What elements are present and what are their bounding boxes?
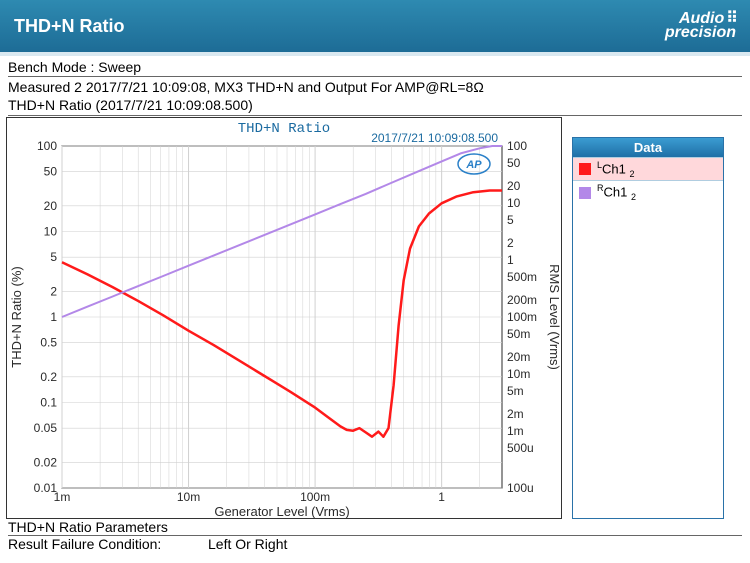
svg-text:20m: 20m	[507, 349, 530, 363]
svg-text:RMS Level (Vrms): RMS Level (Vrms)	[547, 264, 561, 370]
svg-text:0.01: 0.01	[34, 481, 58, 495]
svg-text:200m: 200m	[507, 292, 537, 306]
svg-text:1: 1	[50, 310, 57, 324]
svg-text:AP: AP	[465, 159, 482, 171]
legend-title: Data	[573, 138, 723, 157]
svg-text:500u: 500u	[507, 441, 534, 455]
svg-text:500m: 500m	[507, 270, 537, 284]
legend-swatch	[579, 163, 591, 175]
legend-item[interactable]: LCh1 2	[573, 157, 723, 181]
svg-text:50: 50	[507, 156, 521, 170]
meta-block: Bench Mode : Sweep Measured 2 2017/7/21 …	[0, 56, 750, 116]
svg-text:100m: 100m	[507, 310, 537, 324]
svg-text:1: 1	[507, 253, 514, 267]
svg-text:100m: 100m	[300, 490, 330, 504]
legend-label: LCh1 2	[597, 160, 635, 179]
legend-item[interactable]: RCh1 2	[573, 180, 723, 204]
legend-label: RCh1 2	[597, 183, 636, 202]
svg-text:100: 100	[37, 139, 57, 153]
svg-text:50: 50	[44, 164, 58, 178]
svg-text:2: 2	[507, 235, 514, 249]
svg-text:5m: 5m	[507, 384, 524, 398]
svg-text:10m: 10m	[177, 490, 200, 504]
failure-cond-label: Result Failure Condition:	[8, 536, 208, 552]
thd-chart: THD+N Ratio2017/7/21 10:09:08.5001m10m10…	[7, 118, 561, 518]
svg-text:1: 1	[438, 490, 445, 504]
svg-text:10m: 10m	[507, 367, 530, 381]
svg-text:2m: 2m	[507, 406, 524, 420]
svg-text:2017/7/21 10:09:08.500: 2017/7/21 10:09:08.500	[371, 131, 498, 145]
svg-text:0.02: 0.02	[34, 455, 58, 469]
svg-text:0.5: 0.5	[40, 335, 57, 349]
svg-text:0.1: 0.1	[40, 395, 57, 409]
legend-box: Data LCh1 2 RCh1 2	[572, 137, 724, 519]
measured-line: Measured 2 2017/7/21 10:09:08, MX3 THD+N…	[8, 78, 742, 96]
svg-text:0.05: 0.05	[34, 421, 58, 435]
bench-mode-line: Bench Mode : Sweep	[8, 58, 742, 77]
header-bar: THD+N Ratio Audio precision	[0, 0, 750, 52]
svg-text:Generator Level (Vrms): Generator Level (Vrms)	[214, 504, 349, 518]
svg-text:10: 10	[44, 224, 58, 238]
chart-container: THD+N Ratio2017/7/21 10:09:08.5001m10m10…	[6, 117, 562, 519]
section-line: THD+N Ratio (2017/7/21 10:09:08.500)	[8, 96, 742, 115]
svg-text:50m: 50m	[507, 327, 530, 341]
svg-text:5: 5	[507, 213, 514, 227]
svg-text:THD+N Ratio: THD+N Ratio	[238, 121, 330, 137]
svg-text:10: 10	[507, 196, 521, 210]
svg-text:20: 20	[44, 198, 58, 212]
svg-text:5: 5	[50, 250, 57, 264]
svg-text:THD+N Ratio (%): THD+N Ratio (%)	[9, 266, 24, 368]
footer-block: THD+N Ratio Parameters Result Failure Co…	[0, 519, 750, 552]
svg-text:0.2: 0.2	[40, 369, 57, 383]
page-title: THD+N Ratio	[14, 16, 125, 37]
legend-swatch	[579, 187, 591, 199]
svg-text:2: 2	[50, 284, 57, 298]
params-title: THD+N Ratio Parameters	[8, 519, 742, 536]
svg-text:1m: 1m	[507, 424, 524, 438]
svg-text:100: 100	[507, 139, 527, 153]
svg-text:100u: 100u	[507, 481, 534, 495]
failure-cond-value: Left Or Right	[208, 536, 287, 552]
brand-logo: Audio precision	[665, 12, 736, 41]
svg-text:20: 20	[507, 178, 521, 192]
